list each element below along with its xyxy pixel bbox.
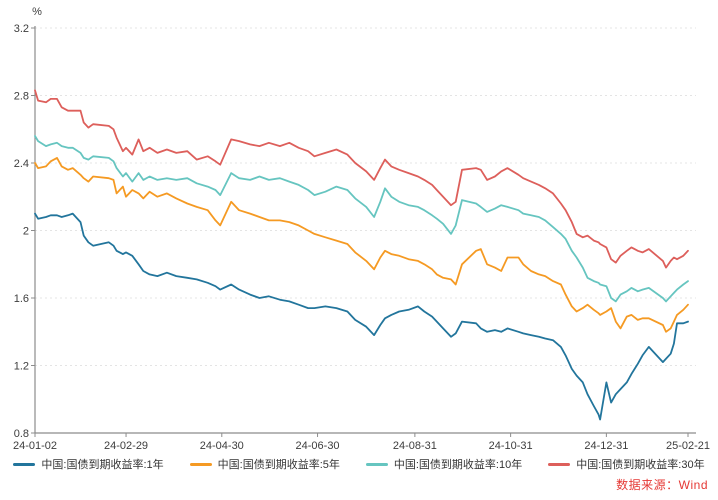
y-tick-label: 0.8 (14, 428, 29, 440)
source-note: 数据来源：Wind (616, 478, 708, 492)
x-tick-label: 24-04-30 (200, 440, 244, 452)
legend-swatch (365, 462, 388, 466)
x-tick-label: 24-12-31 (584, 440, 628, 452)
x-tick-label: 24-10-31 (489, 440, 533, 452)
legend-swatch (189, 462, 212, 466)
series-line (34, 89, 689, 269)
yield-curve-chart: % 0.8 1.2 1.6 2 2.4 2.8 3.2 24-01-02 24-02-29 24-0… (13, 6, 710, 452)
series-line (34, 135, 689, 303)
legend-label: 中国:国债到期收益率:30年 (576, 459, 705, 471)
legend-item: 中国:国债到期收益率:30年 (548, 456, 705, 472)
legend-label: 中国:国债到期收益率:10年 (393, 459, 523, 471)
y-tick-label: 1.2 (14, 361, 29, 373)
chart-legend: 中国:国债到期收益率:1年 中国:国债到期收益率:5年 中国:国债到期收益率:10年… (0, 456, 718, 472)
series-line (34, 156, 689, 333)
x-tick-label: 24-02-29 (104, 440, 148, 452)
x-tick-label: 24-08-31 (393, 440, 437, 452)
legend-swatch (13, 462, 36, 466)
x-tick-label: 24-06-30 (296, 440, 340, 452)
y-tick-label: 2.8 (14, 91, 29, 103)
y-tick-label: 2.4 (14, 158, 29, 170)
legend-item: 中国:国债到期收益率:1年 (13, 456, 164, 472)
x-tick-label: 25-02-21 (666, 440, 710, 452)
y-tick-label: 1.6 (14, 293, 29, 305)
legend-label: 中国:国债到期收益率:1年 (41, 459, 164, 471)
y-axis-unit-label: % (32, 6, 42, 18)
series-line (34, 212, 689, 421)
legend-item: 中国:国债到期收益率:10年 (365, 456, 523, 472)
legend-item: 中国:国债到期收益率:5年 (189, 456, 340, 472)
chart-canvas: % 0.8 1.2 1.6 2 2.4 2.8 3.2 24-01-02 24-02-29 24-0… (13, 6, 710, 452)
y-tick-label: 2 (23, 226, 29, 238)
y-tick-label: 3.2 (14, 23, 29, 35)
x-tick-label: 24-01-02 (13, 440, 57, 452)
legend-swatch (548, 462, 571, 466)
legend-label: 中国:国债到期收益率:5年 (217, 459, 340, 471)
